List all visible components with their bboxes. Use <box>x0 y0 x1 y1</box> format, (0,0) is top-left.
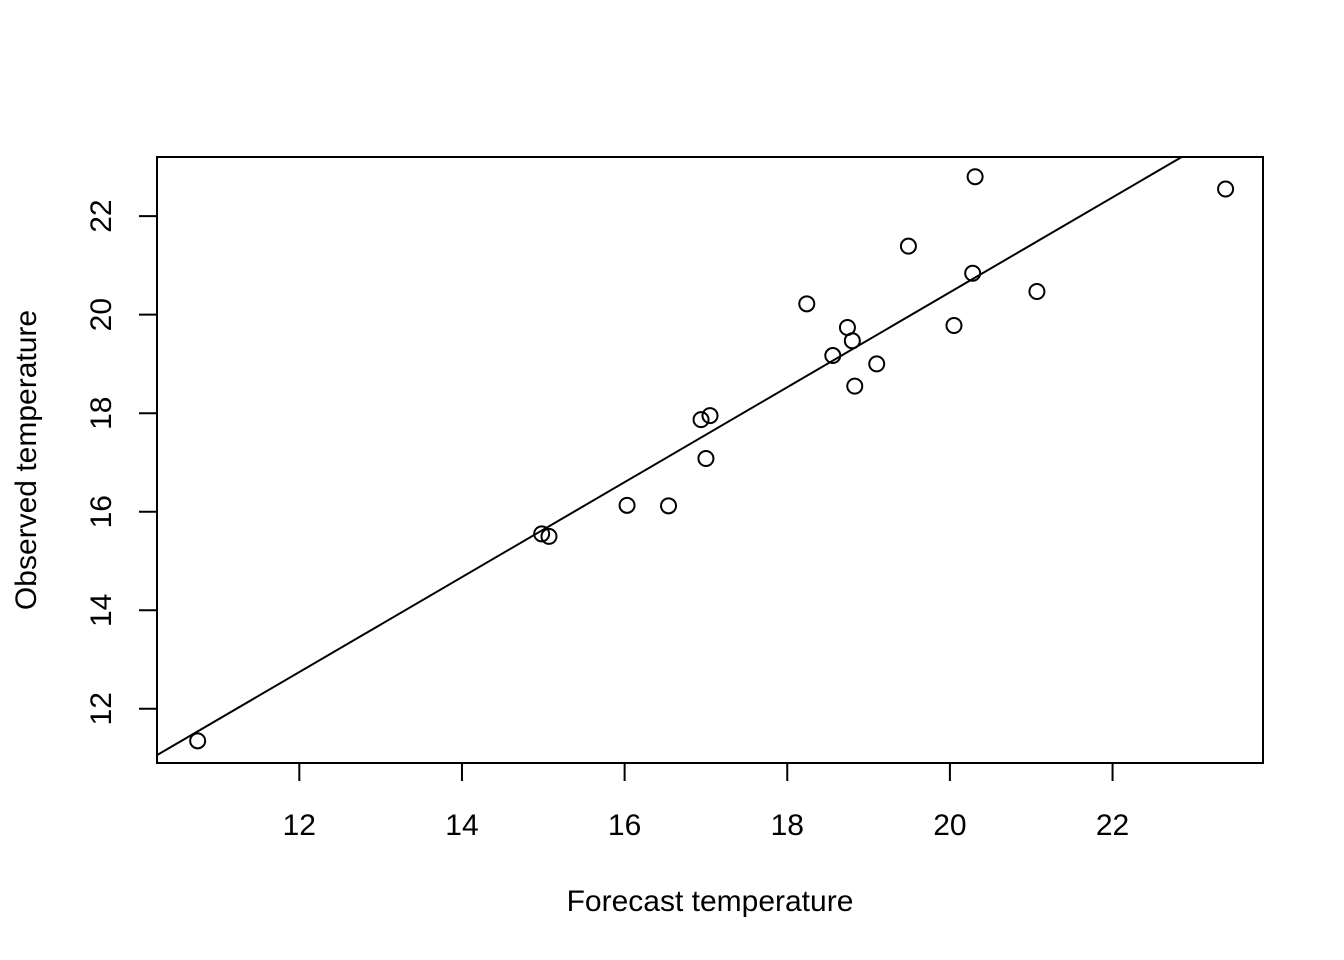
y-axis-title: Observed temperature <box>10 310 43 610</box>
data-point <box>1028 283 1046 301</box>
x-axis-title: Forecast temperature <box>567 885 854 918</box>
data-point <box>618 496 636 514</box>
y-axis: 12 14 16 18 20 22 <box>85 199 158 725</box>
x-tick-label: 14 <box>445 809 478 842</box>
y-tick-label: 14 <box>85 594 118 627</box>
x-axis: 12 14 16 18 20 22 <box>283 762 1129 842</box>
data-point <box>660 497 678 515</box>
data-point <box>798 295 816 313</box>
fit-line-layer <box>156 156 1183 756</box>
data-point <box>843 332 861 350</box>
points-layer <box>189 168 1235 750</box>
y-tick-label: 20 <box>85 298 118 331</box>
data-point <box>824 347 842 365</box>
data-point <box>899 237 917 255</box>
data-point <box>692 411 710 429</box>
y-tick-label: 18 <box>85 397 118 430</box>
data-point <box>1217 180 1235 198</box>
data-point <box>868 355 886 373</box>
plot-frame <box>156 156 1264 764</box>
x-tick-label: 22 <box>1096 809 1129 842</box>
data-point <box>846 377 864 395</box>
data-point <box>697 450 715 468</box>
x-tick-label: 20 <box>933 809 966 842</box>
y-tick-label: 16 <box>85 495 118 528</box>
data-point <box>189 732 207 750</box>
data-point <box>964 264 982 282</box>
data-point <box>533 525 551 543</box>
y-tick-label: 22 <box>85 199 118 232</box>
x-tick-label: 12 <box>283 809 316 842</box>
data-point <box>945 316 963 334</box>
data-point <box>966 168 984 186</box>
regression-line <box>156 156 1183 756</box>
x-tick-label: 18 <box>771 809 804 842</box>
y-tick-label: 12 <box>85 692 118 725</box>
x-tick-label: 16 <box>608 809 641 842</box>
data-point <box>540 527 558 545</box>
data-point <box>701 407 719 425</box>
